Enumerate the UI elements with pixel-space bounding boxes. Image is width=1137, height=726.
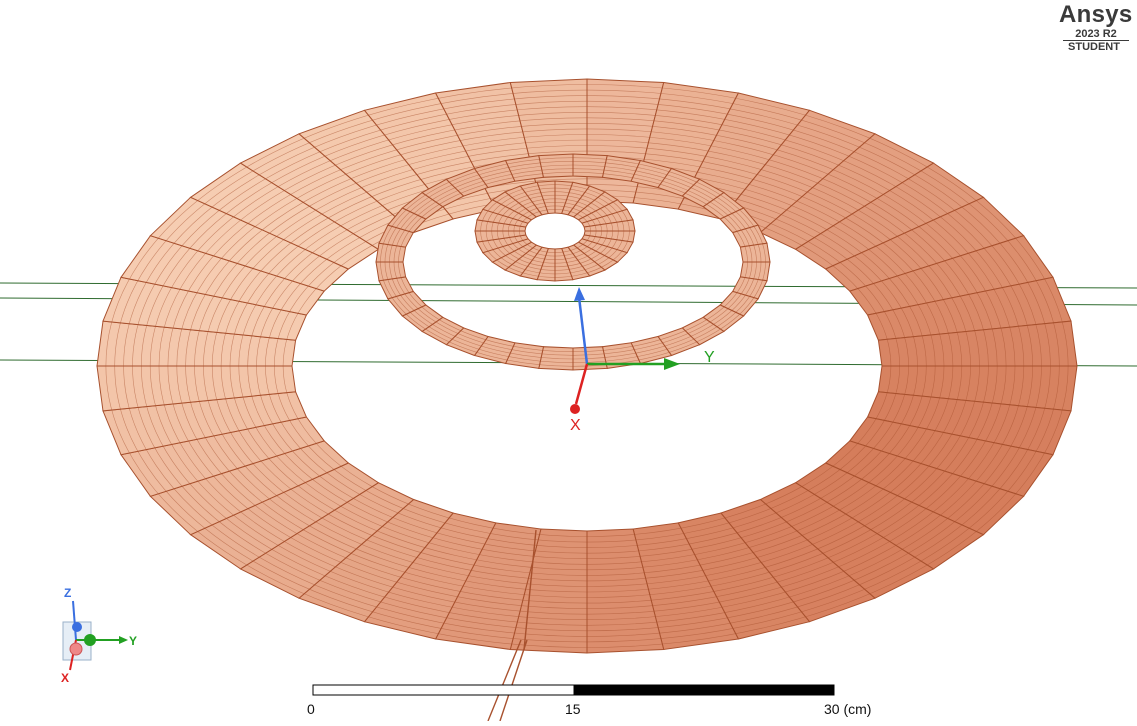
coil-turn [491,191,619,271]
inner-coil-ring[interactable] [474,180,636,282]
main-y-label: Y [704,349,715,366]
scale-label-0: 0 [307,701,315,717]
outer-coil-ring[interactable] [96,78,1078,654]
orientation-triad[interactable]: Z Y X [61,586,137,685]
coil-turn [507,202,602,261]
triad-z-label: Z [64,586,71,600]
scale-bar-white [312,684,575,696]
coil-turn [211,150,963,582]
coil-turn [502,198,608,264]
coil-turn [384,161,762,363]
coil-turn [393,168,753,356]
coil-turn [105,84,1069,648]
coil-turn [176,128,998,604]
coil-turn [132,100,1042,632]
main-x-axis-icon [574,363,589,405]
main-x-label: X [570,417,581,434]
triad-y-label: Y [129,634,137,648]
coil-turn [380,157,766,367]
brand-edition: STUDENT [1068,41,1120,53]
coil-turn [194,139,980,593]
coil-turn [265,184,909,548]
coil-turn [123,95,1051,637]
brand-name: Ansys [1059,1,1133,28]
main-z-axis-icon [577,296,589,365]
coil-turn [167,123,1007,609]
coil-turn [389,164,757,360]
coil-turn [203,145,971,587]
coil-turn [519,209,591,253]
coil-turn [256,178,918,554]
scale-bar-black [573,684,835,696]
coil-turn [480,184,630,278]
main-axes: Y X [570,287,715,434]
coil-turn [485,187,625,275]
triad-x-label: X [61,671,69,685]
coil-turn [398,172,748,352]
brand-version: 2023 R2 [1063,28,1129,41]
scale-label-30: 30 (cm) [824,701,871,717]
coil-turn [185,134,989,598]
scale-bar: 0 15 30 (cm) [307,684,871,717]
coil-turn [140,106,1034,626]
coil-turn [496,194,614,268]
coil-turn [114,89,1060,643]
ansys-brand-logo: Ansys 2023 R2 STUDENT [1059,2,1137,54]
coil-turn [158,117,1016,615]
coil-turn [513,205,597,257]
coil-turn [149,112,1025,620]
lead-wires [487,529,537,722]
scale-label-15: 15 [565,701,581,717]
